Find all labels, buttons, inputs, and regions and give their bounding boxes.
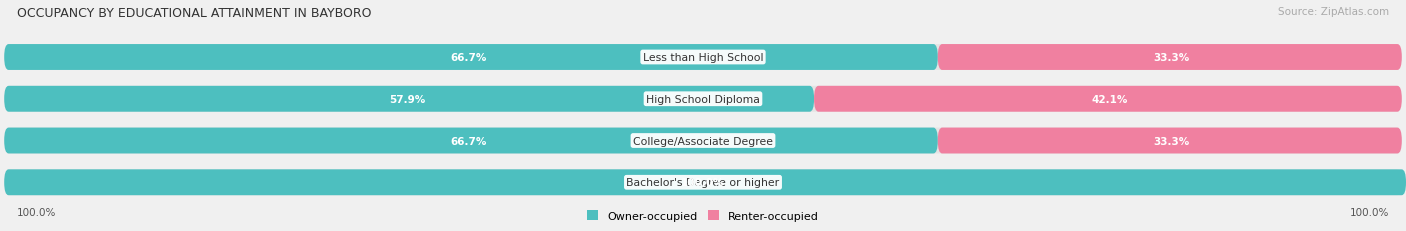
FancyBboxPatch shape	[4, 86, 1402, 112]
Text: 33.3%: 33.3%	[1154, 53, 1189, 63]
FancyBboxPatch shape	[4, 45, 938, 71]
Text: College/Associate Degree: College/Associate Degree	[633, 136, 773, 146]
Text: Bachelor's Degree or higher: Bachelor's Degree or higher	[627, 177, 779, 188]
Text: 66.7%: 66.7%	[451, 136, 486, 146]
Text: 66.7%: 66.7%	[451, 53, 486, 63]
Legend: Owner-occupied, Renter-occupied: Owner-occupied, Renter-occupied	[586, 210, 820, 221]
Text: High School Diploma: High School Diploma	[647, 94, 759, 104]
Text: 100.0%: 100.0%	[17, 207, 56, 218]
FancyBboxPatch shape	[4, 170, 1402, 195]
FancyBboxPatch shape	[4, 45, 1402, 71]
FancyBboxPatch shape	[4, 170, 1406, 195]
Text: Source: ZipAtlas.com: Source: ZipAtlas.com	[1278, 7, 1389, 17]
Text: 57.9%: 57.9%	[389, 94, 425, 104]
Text: 100.0%: 100.0%	[1350, 207, 1389, 218]
Text: 33.3%: 33.3%	[1154, 136, 1189, 146]
Text: 100.0%: 100.0%	[682, 177, 724, 188]
Text: 42.1%: 42.1%	[1092, 94, 1128, 104]
FancyBboxPatch shape	[4, 128, 1402, 154]
FancyBboxPatch shape	[938, 45, 1402, 71]
Text: Less than High School: Less than High School	[643, 53, 763, 63]
FancyBboxPatch shape	[814, 86, 1402, 112]
FancyBboxPatch shape	[4, 128, 938, 154]
FancyBboxPatch shape	[4, 86, 814, 112]
FancyBboxPatch shape	[938, 128, 1402, 154]
Text: OCCUPANCY BY EDUCATIONAL ATTAINMENT IN BAYBORO: OCCUPANCY BY EDUCATIONAL ATTAINMENT IN B…	[17, 7, 371, 20]
